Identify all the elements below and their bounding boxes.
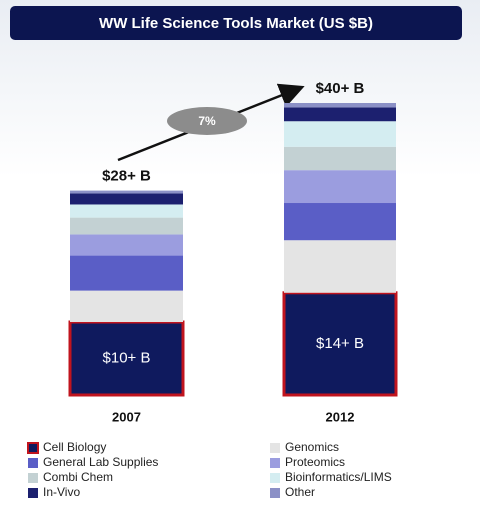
bar-segment	[284, 203, 396, 241]
legend-label: Proteomics	[285, 455, 345, 469]
legend-label: Bioinformatics/LIMS	[285, 470, 392, 484]
legend-label: Other	[285, 485, 315, 499]
bar-segment	[70, 234, 183, 256]
legend-swatch	[28, 473, 38, 483]
bar-segment	[284, 146, 396, 171]
bar-segment	[70, 255, 183, 291]
legend-swatch	[28, 458, 38, 468]
segment-label: $10+ B	[103, 349, 151, 366]
legend-label: In-Vivo	[43, 485, 80, 499]
bar-segment	[284, 107, 396, 122]
bar-segment	[70, 204, 183, 218]
bar-segment	[70, 190, 183, 194]
bar-segment	[284, 121, 396, 147]
total-label: $28+ B	[102, 168, 151, 185]
segment-label: $14+ B	[316, 335, 364, 352]
bar-segment	[70, 217, 183, 235]
growth-ellipse	[167, 107, 247, 135]
legend-swatch	[270, 443, 280, 453]
x-tick-label: 2007	[112, 409, 141, 424]
x-tick-label: 2012	[326, 409, 355, 424]
legend-swatch	[270, 488, 280, 498]
legend-label: Combi Chem	[43, 470, 113, 484]
bar-segment	[70, 193, 183, 205]
bar-segment	[282, 291, 398, 397]
legend-swatch	[28, 488, 38, 498]
bar-segment	[284, 240, 396, 293]
legend-swatch	[27, 442, 39, 454]
legend-label: General Lab Supplies	[43, 455, 158, 469]
legend-swatch	[270, 473, 280, 483]
legend-label: Genomics	[285, 440, 339, 454]
bar-segment	[70, 290, 183, 322]
total-label: $40+ B	[316, 80, 365, 97]
title-bar	[10, 6, 462, 40]
legend-label: Cell Biology	[43, 440, 106, 454]
chart-title: WW Life Science Tools Market (US $B)	[99, 15, 373, 32]
growth-label: 7%	[198, 114, 216, 128]
bar-segment	[284, 103, 396, 108]
legend-swatch	[270, 458, 280, 468]
bar-segment	[284, 170, 396, 204]
